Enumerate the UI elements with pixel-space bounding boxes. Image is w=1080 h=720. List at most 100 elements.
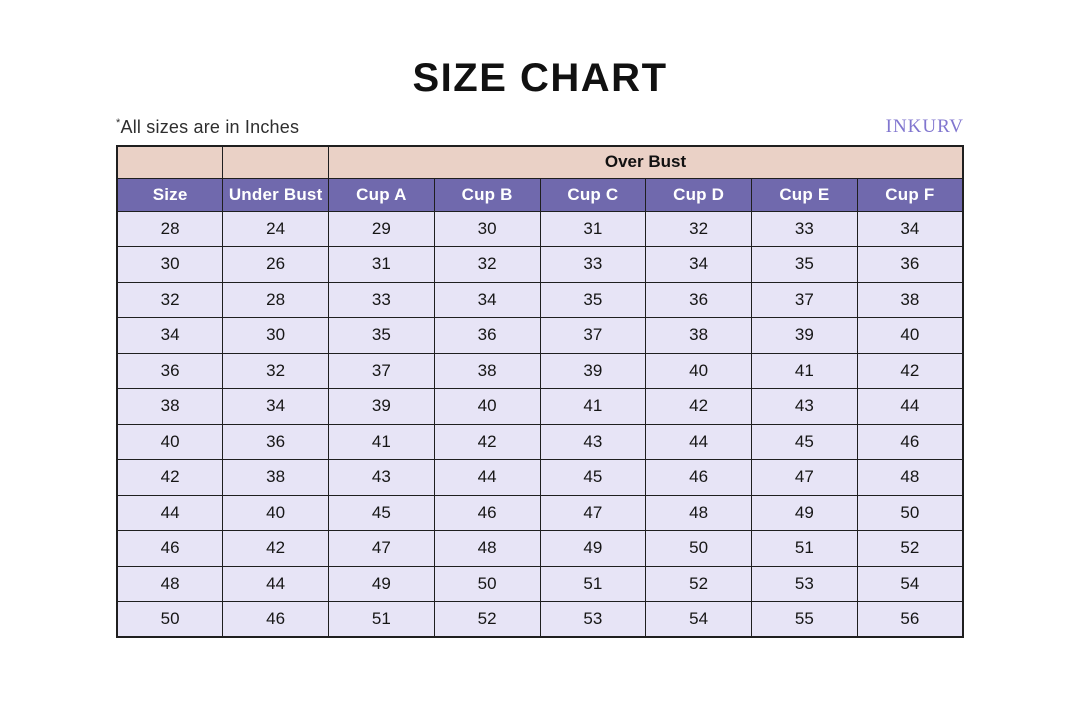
size-table-head: Over Bust Size Under Bust Cup A Cup B Cu… <box>116 145 964 212</box>
size-value-cell: 36 <box>222 423 329 460</box>
size-value-cell: 51 <box>751 530 858 567</box>
size-value-cell: 50 <box>116 601 224 638</box>
table-row: 30 26 31 32 33 34 35 36 <box>116 246 964 283</box>
size-value-cell: 40 <box>433 388 541 425</box>
size-value-cell: 30 <box>222 317 329 354</box>
size-value-cell: 46 <box>116 530 224 567</box>
size-value-cell: 37 <box>751 281 858 318</box>
table-row: 36 32 37 38 39 40 41 42 <box>116 352 964 389</box>
meta-row: *All sizes are in Inches INKURV <box>116 116 964 138</box>
size-value-cell: 31 <box>328 246 435 283</box>
size-value-cell: 50 <box>856 494 964 531</box>
size-value-cell: 48 <box>856 459 964 496</box>
size-value-cell: 44 <box>433 459 541 496</box>
size-value-cell: 43 <box>751 388 858 425</box>
size-value-cell: 48 <box>645 494 752 531</box>
size-value-cell: 51 <box>328 601 435 638</box>
size-value-cell: 55 <box>751 601 858 638</box>
size-value-cell: 32 <box>645 210 752 247</box>
size-value-cell: 46 <box>645 459 752 496</box>
size-value-cell: 39 <box>328 388 435 425</box>
size-value-cell: 32 <box>433 246 541 283</box>
page-title: SIZE CHART <box>412 56 668 100</box>
size-value-cell: 49 <box>328 565 435 602</box>
group-header-row: Over Bust <box>116 145 964 179</box>
group-header-over-bust: Over Bust <box>328 145 964 179</box>
size-value-cell: 52 <box>645 565 752 602</box>
column-header-cup-c: Cup C <box>539 177 647 212</box>
size-value-cell: 31 <box>539 210 647 247</box>
size-value-cell: 36 <box>856 246 964 283</box>
column-header-cup-f: Cup F <box>856 177 964 212</box>
size-value-cell: 37 <box>328 352 435 389</box>
size-value-cell: 34 <box>856 210 964 247</box>
column-header-cup-b: Cup B <box>433 177 541 212</box>
size-value-cell: 46 <box>856 423 964 460</box>
table-row: 48 44 49 50 51 52 53 54 <box>116 565 964 602</box>
size-value-cell: 26 <box>222 246 329 283</box>
units-note-asterisk: * <box>116 117 121 129</box>
size-value-cell: 43 <box>328 459 435 496</box>
column-header-cup-a: Cup A <box>328 177 435 212</box>
size-value-cell: 33 <box>539 246 647 283</box>
column-header-cup-d: Cup D <box>645 177 752 212</box>
size-value-cell: 41 <box>751 352 858 389</box>
column-header-cup-e: Cup E <box>751 177 858 212</box>
group-spacer-under-bust <box>222 145 329 179</box>
column-header-row: Size Under Bust Cup A Cup B Cup C Cup D … <box>116 177 964 212</box>
size-value-cell: 42 <box>116 459 224 496</box>
size-value-cell: 33 <box>328 281 435 318</box>
units-note-text: All sizes are in Inches <box>120 117 300 137</box>
size-value-cell: 40 <box>645 352 752 389</box>
size-value-cell: 42 <box>856 352 964 389</box>
table-row: 32 28 33 34 35 36 37 38 <box>116 281 964 318</box>
size-value-cell: 40 <box>222 494 329 531</box>
size-value-cell: 30 <box>116 246 224 283</box>
size-value-cell: 46 <box>433 494 541 531</box>
size-value-cell: 54 <box>645 601 752 638</box>
size-value-cell: 34 <box>116 317 224 354</box>
size-value-cell: 36 <box>116 352 224 389</box>
table-row: 40 36 41 42 43 44 45 46 <box>116 423 964 460</box>
size-table: Over Bust Size Under Bust Cup A Cup B Cu… <box>116 145 964 638</box>
size-value-cell: 44 <box>222 565 329 602</box>
size-value-cell: 47 <box>751 459 858 496</box>
size-value-cell: 41 <box>539 388 647 425</box>
size-value-cell: 35 <box>328 317 435 354</box>
size-value-cell: 33 <box>751 210 858 247</box>
size-value-cell: 39 <box>751 317 858 354</box>
table-row: 44 40 45 46 47 48 49 50 <box>116 494 964 531</box>
size-value-cell: 42 <box>645 388 752 425</box>
chart-content: *All sizes are in Inches INKURV Over Bus… <box>116 116 964 638</box>
size-value-cell: 45 <box>539 459 647 496</box>
size-value-cell: 53 <box>539 601 647 638</box>
size-value-cell: 44 <box>645 423 752 460</box>
table-row: 50 46 51 52 53 54 55 56 <box>116 601 964 638</box>
size-value-cell: 42 <box>222 530 329 567</box>
column-header-under-bust: Under Bust <box>222 177 329 212</box>
size-value-cell: 38 <box>433 352 541 389</box>
size-value-cell: 40 <box>116 423 224 460</box>
size-value-cell: 50 <box>645 530 752 567</box>
size-value-cell: 36 <box>645 281 752 318</box>
table-row: 28 24 29 30 31 32 33 34 <box>116 210 964 247</box>
size-value-cell: 47 <box>328 530 435 567</box>
size-value-cell: 53 <box>751 565 858 602</box>
size-value-cell: 50 <box>433 565 541 602</box>
brand-logo: INKURV <box>885 116 964 137</box>
size-value-cell: 45 <box>328 494 435 531</box>
size-value-cell: 51 <box>539 565 647 602</box>
size-value-cell: 38 <box>856 281 964 318</box>
size-value-cell: 56 <box>856 601 964 638</box>
size-value-cell: 41 <box>328 423 435 460</box>
size-value-cell: 44 <box>116 494 224 531</box>
size-value-cell: 38 <box>645 317 752 354</box>
size-value-cell: 48 <box>433 530 541 567</box>
table-row: 38 34 39 40 41 42 43 44 <box>116 388 964 425</box>
units-note: *All sizes are in Inches <box>116 117 299 138</box>
size-value-cell: 52 <box>433 601 541 638</box>
table-row: 46 42 47 48 49 50 51 52 <box>116 530 964 567</box>
size-value-cell: 42 <box>433 423 541 460</box>
size-value-cell: 47 <box>539 494 647 531</box>
